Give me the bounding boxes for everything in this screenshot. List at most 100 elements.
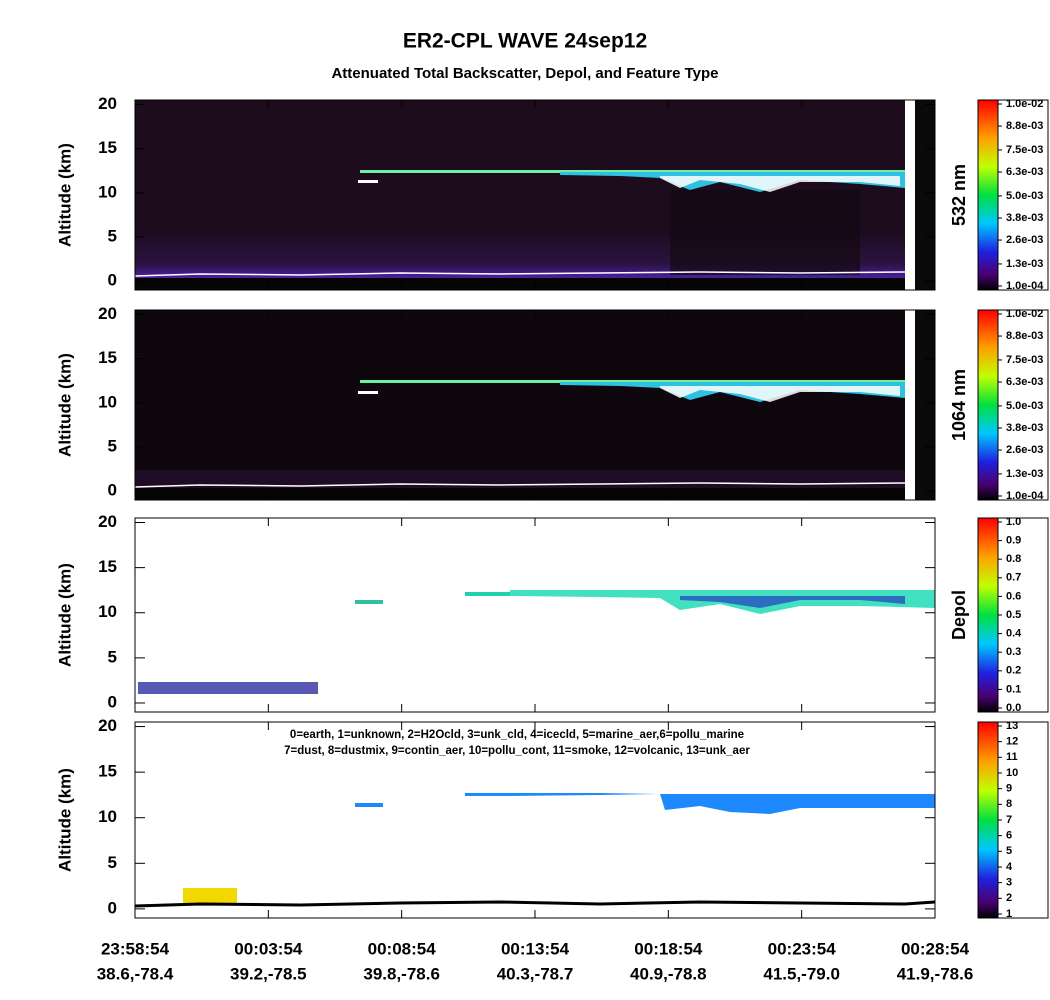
- colorbar-tick-label: 0.1: [1006, 683, 1021, 695]
- colorbar-label: Depol: [949, 590, 969, 640]
- colorbar-tick-label: 7: [1006, 814, 1012, 826]
- colorbar-tick-label: 7.5e-03: [1006, 354, 1043, 366]
- colorbar-tick-label: 0.8: [1006, 553, 1021, 565]
- y-tick-label: 0: [108, 898, 117, 917]
- colorbar-frame: [977, 309, 1049, 501]
- y-tick-label: 5: [108, 226, 117, 245]
- y-tick-label: 15: [98, 557, 117, 576]
- y-tick-label: 20: [98, 304, 117, 323]
- y-tick-label: 0: [108, 692, 117, 711]
- x-tick-location: 40.9,-78.8: [630, 964, 707, 983]
- y-tick-label: 20: [98, 716, 117, 735]
- colorbar-tick-label: 3: [1006, 877, 1012, 889]
- colorbar-tick-label: 10: [1006, 767, 1018, 779]
- colorbar-tick-label: 2.6e-03: [1006, 234, 1043, 246]
- colorbar-frame: [977, 517, 1049, 713]
- colorbar-tick-label: 1.3e-03: [1006, 258, 1043, 270]
- y-tick-label: 20: [98, 94, 117, 113]
- backscatter-1064-image: [134, 310, 935, 500]
- x-tick-time: 00:18:54: [634, 939, 703, 958]
- legend-note: 7=dust, 8=dustmix, 9=contin_aer, 10=poll…: [284, 745, 750, 757]
- colorbar-tick-label: 8.8e-03: [1006, 330, 1043, 342]
- colorbar-tick-label: 8.8e-03: [1006, 120, 1043, 132]
- colorbar-frame: [977, 99, 1049, 291]
- colorbar: [977, 517, 999, 713]
- colorbar-tick-label: 0.6: [1006, 590, 1021, 602]
- colorbar-tick-label: 1.0: [1006, 516, 1021, 528]
- colorbar-tick-label: 0.2: [1006, 665, 1021, 677]
- colorbar-tick-label: 8: [1006, 798, 1012, 810]
- colorbar-label: 1064 nm: [949, 369, 969, 441]
- colorbar-tick-label: 1.0e-02: [1006, 308, 1043, 320]
- colorbar-tick-label: 1.0e-02: [1006, 98, 1043, 110]
- colorbar-tick-label: 2.6e-03: [1006, 444, 1043, 456]
- colorbar-tick-label: 3.8e-03: [1006, 212, 1043, 224]
- y-tick-label: 5: [108, 853, 117, 872]
- colorbar-tick-label: 0.7: [1006, 572, 1021, 584]
- y-axis-label: Altitude (km): [55, 563, 74, 667]
- colorbar-tick-label: 5: [1006, 845, 1012, 857]
- backscatter-532-image: [134, 100, 935, 290]
- x-tick-location: 39.2,-78.5: [230, 964, 307, 983]
- y-tick-label: 5: [108, 436, 117, 455]
- colorbar-tick-label: 6.3e-03: [1006, 166, 1043, 178]
- y-tick-label: 15: [98, 762, 117, 781]
- colorbar-tick-label: 1.0e-04: [1006, 280, 1044, 292]
- x-tick-time: 00:28:54: [901, 939, 970, 958]
- colorbar-tick-label: 5.0e-03: [1006, 190, 1043, 202]
- x-tick-location: 41.5,-79.0: [763, 964, 840, 983]
- colorbar-tick-label: 7.5e-03: [1006, 144, 1043, 156]
- colorbar-tick-label: 0.3: [1006, 646, 1021, 658]
- y-tick-label: 10: [98, 182, 117, 201]
- y-tick-label: 15: [98, 348, 117, 367]
- colorbar-tick-label: 0.5: [1006, 609, 1021, 621]
- x-tick-time: 00:13:54: [501, 939, 570, 958]
- colorbar-tick-label: 2: [1006, 892, 1012, 904]
- y-tick-label: 15: [98, 138, 117, 157]
- feature-type-image: [134, 722, 936, 918]
- colorbar-tick-label: 1.0e-04: [1006, 490, 1044, 502]
- x-tick-time: 00:03:54: [234, 939, 303, 958]
- y-tick-label: 10: [98, 807, 117, 826]
- y-tick-label: 10: [98, 602, 117, 621]
- colorbar-tick-label: 13: [1006, 720, 1018, 732]
- depol-image: [135, 518, 935, 712]
- colorbar-tick-label: 0.9: [1006, 535, 1021, 547]
- subtitle: Attenuated Total Backscatter, Depol, and…: [331, 65, 718, 82]
- x-tick-location: 39.8,-78.6: [363, 964, 440, 983]
- x-tick-location: 41.9,-78.6: [897, 964, 974, 983]
- y-tick-label: 10: [98, 392, 117, 411]
- x-tick-time: 00:23:54: [768, 939, 837, 958]
- colorbar: [977, 99, 999, 291]
- colorbar-tick-label: 4: [1006, 861, 1013, 873]
- colorbar-tick-label: 9: [1006, 783, 1012, 795]
- y-axis-label: Altitude (km): [55, 768, 74, 872]
- colorbar-tick-label: 0.4: [1006, 628, 1022, 640]
- colorbar-tick-label: 0.0: [1006, 702, 1021, 714]
- colorbar-tick-label: 3.8e-03: [1006, 422, 1043, 434]
- y-tick-label: 20: [98, 512, 117, 531]
- x-tick-time: 23:58:54: [101, 939, 170, 958]
- colorbar-tick-label: 6: [1006, 830, 1012, 842]
- title: ER2-CPL WAVE 24sep12: [403, 30, 647, 53]
- y-tick-label: 5: [108, 647, 117, 666]
- colorbar-tick-label: 6.3e-03: [1006, 376, 1043, 388]
- colorbar-frame: [977, 721, 1049, 919]
- y-axis-label: Altitude (km): [55, 353, 74, 457]
- colorbar: [977, 721, 999, 919]
- colorbar-tick-label: 1: [1006, 908, 1012, 920]
- colorbar-tick-label: 12: [1006, 736, 1018, 748]
- x-tick-location: 38.6,-78.4: [97, 964, 174, 983]
- y-axis-label: Altitude (km): [55, 143, 74, 247]
- colorbar-tick-label: 11: [1006, 751, 1018, 763]
- colorbar-tick-label: 5.0e-03: [1006, 400, 1043, 412]
- x-tick-time: 00:08:54: [368, 939, 437, 958]
- y-tick-label: 0: [108, 481, 117, 500]
- colorbar-tick-label: 1.3e-03: [1006, 468, 1043, 480]
- colorbar-label: 532 nm: [949, 164, 969, 226]
- legend-note: 0=earth, 1=unknown, 2=H2Ocld, 3=unk_cld,…: [290, 729, 744, 741]
- colorbar: [977, 309, 999, 501]
- y-tick-label: 0: [108, 271, 117, 290]
- x-tick-location: 40.3,-78.7: [497, 964, 574, 983]
